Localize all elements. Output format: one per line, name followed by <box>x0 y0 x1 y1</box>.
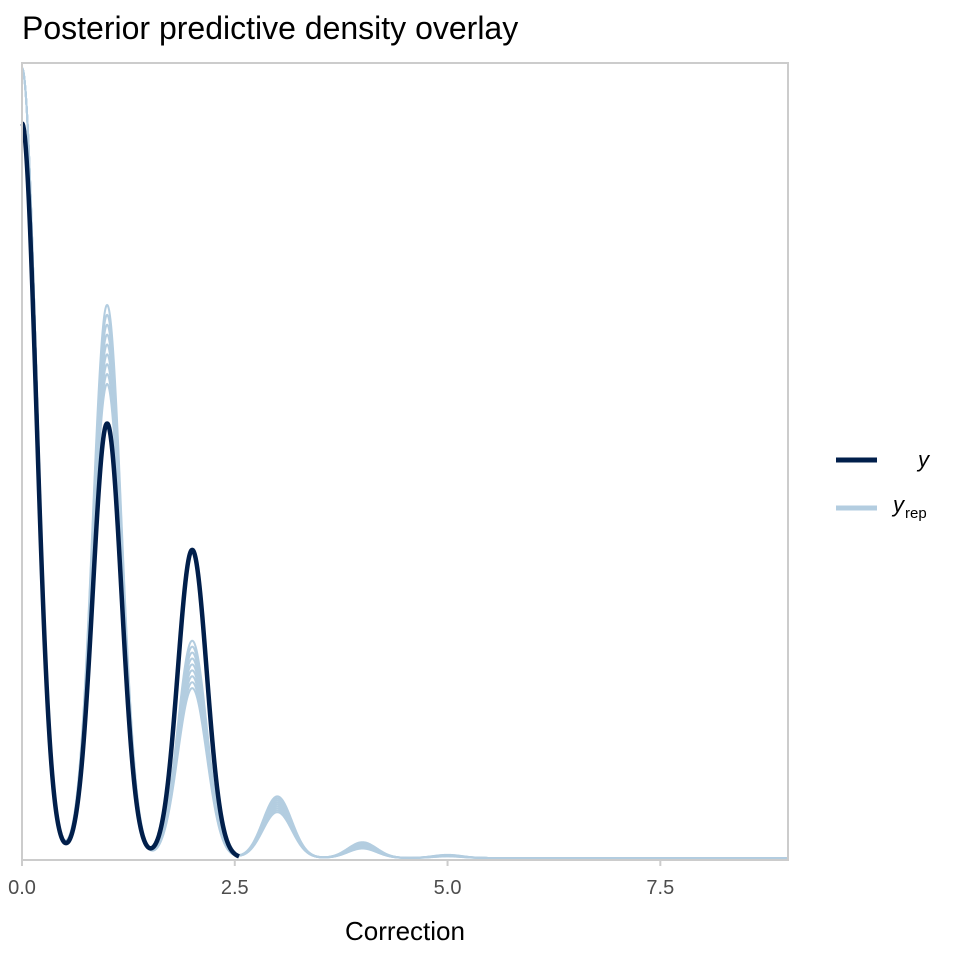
legend-label-yrep: yrep <box>891 492 927 522</box>
y-density-line <box>20 121 241 859</box>
legend-label-yrep-base: y <box>891 492 906 517</box>
plot-panel-background <box>22 63 788 860</box>
x-axis-ticks: 0.0 2.5 5.0 7.5 <box>8 860 674 899</box>
x-tick-label: 2.5 <box>221 877 249 899</box>
legend-label-y: y <box>916 447 931 472</box>
x-axis-title: Correction <box>345 916 465 946</box>
x-tick-label: 7.5 <box>646 877 674 899</box>
legend-label-yrep-subscript: rep <box>905 505 927 522</box>
legend: y yrep <box>836 447 931 522</box>
y-series-group <box>20 121 241 859</box>
x-tick-label: 0.0 <box>8 877 36 899</box>
chart-title: Posterior predictive density overlay <box>22 10 519 46</box>
plot-panel-border <box>21 62 789 861</box>
x-tick-label: 5.0 <box>434 877 462 899</box>
